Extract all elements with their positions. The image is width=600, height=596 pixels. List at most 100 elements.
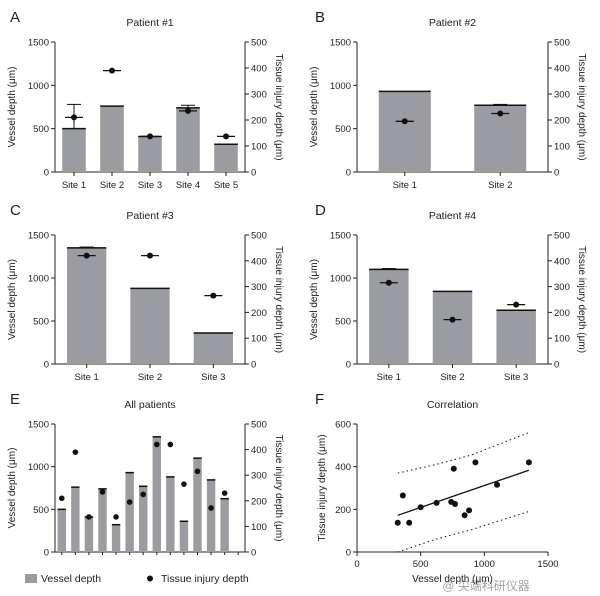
panel-d-y2tick-label: 200 [554, 308, 570, 319]
panel-f-scatter-point [450, 465, 457, 472]
panel-b-title: Patient #2 [429, 17, 476, 29]
panel-c-injury-point [210, 292, 217, 299]
panel-e-bar [84, 517, 94, 552]
panel-b-xtick-label: Site 1 [393, 180, 417, 191]
panel-e-ytick-label: 1000 [28, 462, 49, 473]
panel-e-injury-point [140, 491, 147, 498]
panel-f-xtick-label: 0 [354, 559, 359, 570]
panel-d-xtick-label: Site 1 [377, 372, 401, 383]
panel-a-injury-point [147, 133, 153, 140]
panel-f-xlabel: Vessel depth (μm) [412, 574, 493, 585]
panel-e-bar [139, 486, 148, 552]
panel-e-ytick-label: 0 [44, 548, 49, 559]
panel-f-scatter-point [525, 459, 532, 466]
panel-e-injury-point [153, 441, 160, 448]
panel-d-ytick-label: 0 [346, 360, 351, 371]
panel-a-ylabel: Vessel depth (μm) [7, 67, 18, 148]
panel-e-y2tick-label: 200 [251, 496, 267, 507]
panel-c-y2tick-label: 0 [251, 360, 256, 371]
panel-e-injury-point [208, 505, 214, 511]
panel-e-injury-point [99, 489, 106, 495]
panel-f-ytick-label: 0 [346, 548, 351, 559]
panel-b-injury-point [401, 118, 408, 125]
panel-c-xtick-label: Site 1 [75, 372, 99, 383]
panel-b-ytick-label: 0 [346, 168, 351, 179]
panel-d-bar [432, 291, 473, 364]
panel-e-letter: E [10, 391, 20, 408]
panel-b-ytick-label: 1500 [330, 38, 351, 49]
panel-a-y2tick-label: 300 [251, 90, 267, 101]
panel-e-title: All patients [124, 399, 175, 411]
panel-d-y2tick-label: 0 [554, 360, 559, 371]
panel-b-ylabel: Vessel depth (μm) [309, 67, 320, 148]
panel-e-bar [179, 521, 189, 552]
panel-c-injury-point [83, 252, 90, 259]
panel-c-ytick-label: 1000 [28, 274, 49, 285]
panel-a-bar [100, 106, 124, 172]
panel-d-ytick-label: 1000 [330, 274, 351, 285]
panel-f-scatter-point [417, 504, 424, 511]
panel-d-xtick-label: Site 3 [504, 372, 528, 383]
panel-e-bar [111, 524, 121, 552]
panel-f-ytick-label: 600 [335, 420, 351, 431]
panel-d-ytick-label: 1500 [330, 231, 351, 242]
panel-f-scatter-point [452, 501, 459, 507]
panel-a-injury-point [71, 114, 77, 121]
panel-a-bar [214, 144, 238, 172]
panel-e-y2tick-label: 300 [251, 471, 267, 482]
panel-a-bar [138, 136, 162, 172]
panel-d-y2tick-label: 500 [554, 231, 570, 242]
panel-a-y2label: Tissue injury depth (μm) [273, 53, 284, 160]
panel-e-legend-marker-injury [147, 575, 153, 582]
panel-e-ytick-label: 500 [33, 505, 49, 516]
panel-e-legend-injury: Tissue injury depth [161, 573, 249, 585]
panel-f-scatter-point [461, 512, 468, 519]
panel-a-y2tick-label: 500 [251, 38, 267, 49]
panel-d-injury-point [385, 279, 392, 286]
panel-c-bar [130, 288, 170, 364]
panel-c-xtick-label: Site 3 [201, 372, 225, 383]
panel-d-xtick-label: Site 2 [440, 372, 464, 383]
panel-e-injury-point [126, 499, 133, 505]
panel-f-xtick-label: 1000 [474, 559, 495, 570]
panel-a-ytick-label: 1000 [28, 81, 49, 92]
watermark: @ 尖端科研仪器 [442, 579, 530, 593]
panel-f-scatter-point [399, 492, 406, 499]
panel-d-title: Patient #4 [429, 210, 476, 222]
panel-e-bar [98, 488, 107, 552]
panel-c-xtick-label: Site 2 [138, 372, 162, 383]
panel-c-y2tick-label: 100 [251, 334, 267, 345]
panel-e-injury-point [221, 490, 228, 496]
panel-b-ytick-label: 1000 [330, 81, 351, 92]
panel-e-injury-point [181, 481, 187, 487]
panel-f-ylabel: Tissue injury depth (μm) [317, 434, 328, 541]
panel-c-ytick-label: 1500 [28, 231, 49, 242]
panel-f-ytick-label: 400 [335, 462, 351, 473]
panel-b-y2tick-label: 500 [554, 38, 570, 49]
panel-c-injury-point [147, 252, 153, 259]
panel-a-y2tick-label: 0 [251, 168, 256, 179]
panel-a-ytick-label: 0 [44, 168, 49, 179]
panel-c-ylabel: Vessel depth (μm) [7, 259, 18, 340]
panel-b-y2tick-label: 300 [554, 90, 570, 101]
panel-e-injury-point [86, 514, 92, 520]
panel-a-xtick-label: Site 1 [62, 180, 86, 191]
panel-f-title: Correlation [427, 399, 479, 411]
panel-c-title: Patient #3 [126, 210, 173, 222]
panel-f-ytick-label: 200 [335, 505, 351, 516]
panel-f-scatter-point [466, 507, 473, 514]
panel-c-ytick-label: 500 [33, 317, 49, 328]
panel-d-y2tick-label: 300 [554, 282, 570, 293]
panel-d-ytick-label: 500 [335, 317, 351, 328]
panel-c-bar [193, 333, 233, 364]
panel-a-y2tick-label: 400 [251, 64, 267, 75]
panel-f-letter: F [315, 391, 324, 408]
panel-a-xtick-label: Site 3 [138, 180, 162, 191]
panel-e-injury-point [58, 495, 65, 502]
panel-a-y2tick-label: 100 [251, 142, 267, 153]
panel-a-y2tick-label: 200 [251, 116, 267, 127]
panel-a-xtick-label: Site 5 [214, 180, 238, 191]
panel-d-y2label: Tissue injury depth (μm) [576, 246, 587, 353]
panel-f-xtick-label: 1500 [537, 559, 558, 570]
